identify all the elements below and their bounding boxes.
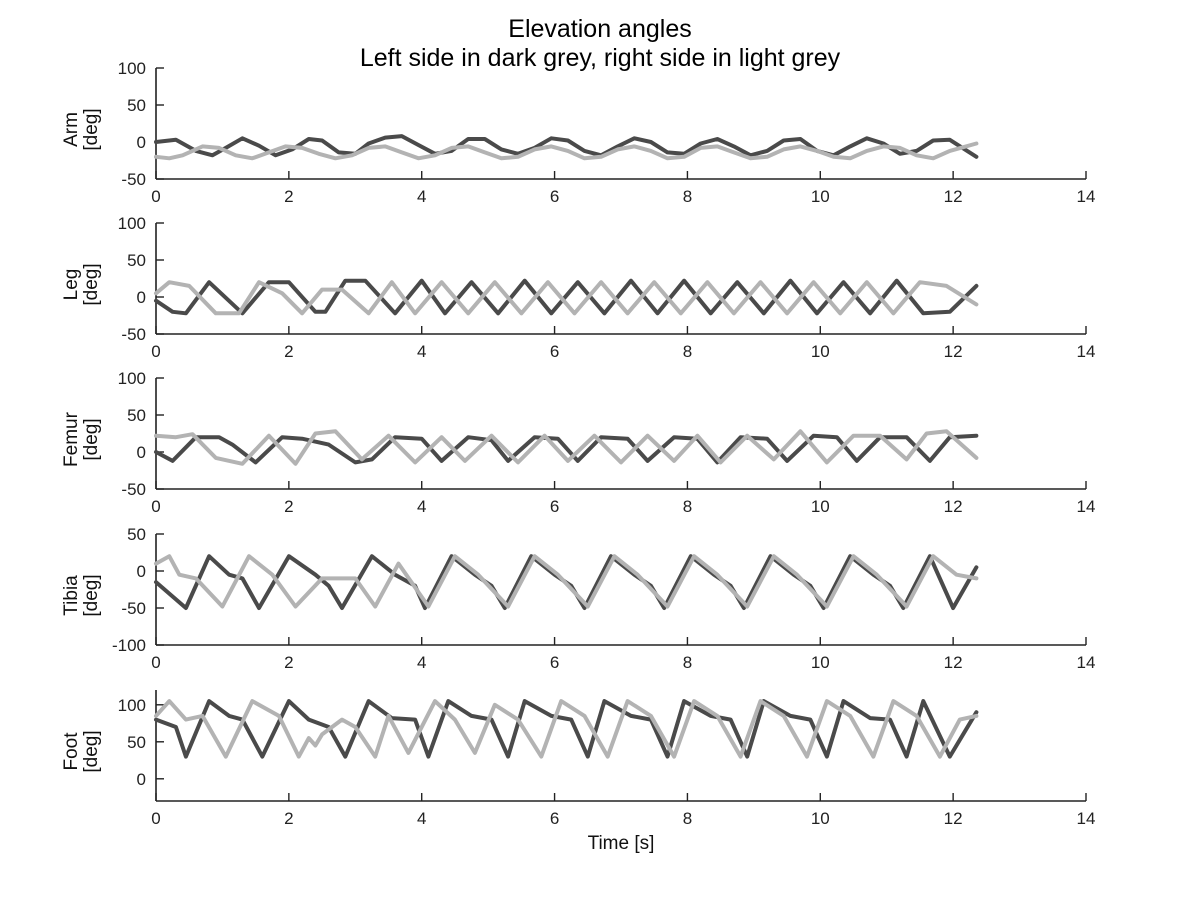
y-axis-label-line: Femur bbox=[61, 411, 82, 467]
series-line-right bbox=[154, 699, 979, 759]
series-line-right bbox=[154, 141, 979, 161]
y-tick-label: 100 bbox=[118, 214, 146, 233]
x-tick-label: 12 bbox=[944, 809, 963, 828]
x-tick-label: 2 bbox=[284, 342, 293, 361]
y-axis-label-line: Tibia bbox=[61, 575, 82, 616]
y-tick-label: 100 bbox=[118, 59, 146, 78]
x-tick-label: 4 bbox=[417, 497, 426, 516]
x-tick-label: 10 bbox=[811, 497, 830, 516]
x-tick-label: 10 bbox=[811, 653, 830, 672]
y-tick-label: 100 bbox=[118, 696, 146, 715]
series-line-left bbox=[154, 278, 979, 316]
series-line-left bbox=[154, 433, 979, 465]
y-axis-label-line: [deg] bbox=[81, 418, 102, 460]
panel-leg: -50 0 50 100 0 2 4 6 8 10 12 14 Leg[deg] bbox=[61, 214, 1095, 361]
x-tick-label: 0 bbox=[151, 809, 160, 828]
x-tick-label: 0 bbox=[151, 187, 160, 206]
x-tick-label: 6 bbox=[550, 809, 559, 828]
x-tick-label: 10 bbox=[811, 187, 830, 206]
x-tick-label: 12 bbox=[944, 653, 963, 672]
y-axis-label: Tibia[deg] bbox=[61, 574, 102, 616]
x-tick-label: 6 bbox=[550, 187, 559, 206]
y-tick-label: 0 bbox=[137, 443, 146, 462]
x-tick-label: 12 bbox=[944, 342, 963, 361]
y-axis-label: Femur[deg] bbox=[61, 411, 102, 467]
x-tick-label: 2 bbox=[284, 497, 293, 516]
y-axis-label-line: [deg] bbox=[81, 263, 102, 305]
y-tick-label: 50 bbox=[127, 96, 146, 115]
y-tick-label: 50 bbox=[127, 525, 146, 544]
panel-tibia: -100 -50 0 50 0 2 4 6 8 10 12 14 Tibia[deg] bbox=[61, 525, 1095, 672]
x-tick-label: 2 bbox=[284, 653, 293, 672]
x-tick-label: 4 bbox=[417, 653, 426, 672]
x-tick-label: 14 bbox=[1077, 653, 1096, 672]
series-line-right bbox=[154, 554, 979, 609]
series-line-right bbox=[154, 280, 979, 316]
x-tick-label: 12 bbox=[944, 497, 963, 516]
x-tick-label: 14 bbox=[1077, 809, 1096, 828]
y-axis-label: Foot[deg] bbox=[61, 730, 102, 772]
x-tick-label: 14 bbox=[1077, 187, 1096, 206]
x-tick-label: 0 bbox=[151, 497, 160, 516]
y-tick-label: 50 bbox=[127, 733, 146, 752]
y-tick-label: -50 bbox=[121, 170, 146, 189]
x-axis-label: Time [s] bbox=[588, 833, 655, 854]
y-tick-label: 50 bbox=[127, 251, 146, 270]
x-tick-label: 14 bbox=[1077, 497, 1096, 516]
x-tick-label: 8 bbox=[683, 187, 692, 206]
panel-femur: -50 0 50 100 0 2 4 6 8 10 12 14 Femur[deg] bbox=[61, 369, 1095, 516]
y-tick-label: 50 bbox=[127, 406, 146, 425]
y-tick-label: -50 bbox=[121, 480, 146, 499]
x-tick-label: 0 bbox=[151, 342, 160, 361]
panel-arm: -50 0 50 100 0 2 4 6 8 10 12 14 Arm[deg] bbox=[61, 59, 1095, 206]
x-tick-label: 0 bbox=[151, 653, 160, 672]
series-line-left bbox=[154, 699, 979, 759]
x-tick-label: 8 bbox=[683, 653, 692, 672]
y-tick-label: -50 bbox=[121, 599, 146, 618]
y-axis-label-line: Leg bbox=[61, 269, 82, 301]
y-axis-label-line: Arm bbox=[61, 112, 82, 147]
y-axis-label: Arm[deg] bbox=[61, 108, 102, 150]
chart-subtitle: Left side in dark grey, right side in li… bbox=[360, 44, 841, 72]
y-tick-label: 100 bbox=[118, 369, 146, 388]
y-tick-label: 0 bbox=[137, 133, 146, 152]
series-line-left bbox=[154, 134, 979, 159]
y-tick-label: 0 bbox=[137, 288, 146, 307]
series-line-left bbox=[154, 554, 979, 610]
y-axis-label-line: [deg] bbox=[81, 574, 102, 616]
y-tick-label: 0 bbox=[137, 770, 146, 789]
x-tick-label: 10 bbox=[811, 809, 830, 828]
x-tick-label: 6 bbox=[550, 653, 559, 672]
y-axis-label-line: Foot bbox=[61, 732, 82, 771]
x-tick-label: 8 bbox=[683, 809, 692, 828]
x-tick-label: 6 bbox=[550, 342, 559, 361]
series-line-right bbox=[154, 429, 979, 466]
y-tick-label: -100 bbox=[112, 636, 146, 655]
chart-title: Elevation angles bbox=[508, 15, 691, 43]
x-tick-label: 8 bbox=[683, 497, 692, 516]
x-tick-label: 2 bbox=[284, 187, 293, 206]
y-axis-label-line: [deg] bbox=[81, 730, 102, 772]
x-tick-label: 4 bbox=[417, 809, 426, 828]
x-tick-label: 14 bbox=[1077, 342, 1096, 361]
x-tick-label: 10 bbox=[811, 342, 830, 361]
y-axis-label: Leg[deg] bbox=[61, 263, 102, 305]
x-tick-label: 4 bbox=[417, 342, 426, 361]
x-tick-label: 12 bbox=[944, 187, 963, 206]
y-axis-label-line: [deg] bbox=[81, 108, 102, 150]
panel-foot: 0 50 100 0 2 4 6 8 10 12 14 Foot[deg] bbox=[61, 690, 1095, 828]
x-tick-label: 4 bbox=[417, 187, 426, 206]
y-tick-label: -50 bbox=[121, 325, 146, 344]
x-tick-label: 6 bbox=[550, 497, 559, 516]
x-tick-label: 8 bbox=[683, 342, 692, 361]
y-tick-label: 0 bbox=[137, 562, 146, 581]
x-tick-label: 2 bbox=[284, 809, 293, 828]
